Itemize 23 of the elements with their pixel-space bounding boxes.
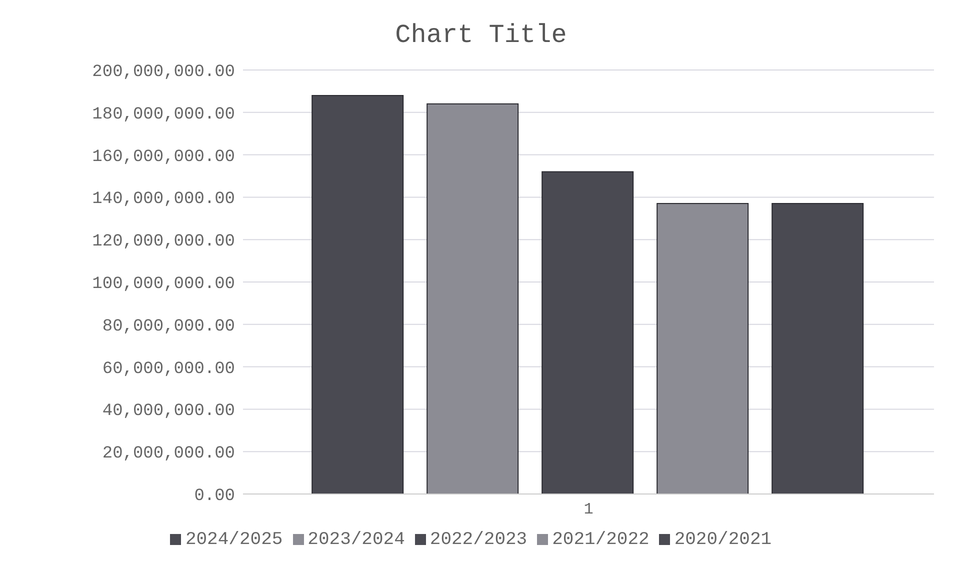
bar xyxy=(772,203,864,494)
bar xyxy=(656,203,749,494)
legend-label: 2021/2022 xyxy=(552,530,650,550)
legend-label: 2022/2023 xyxy=(430,530,528,550)
legend-label: 2023/2024 xyxy=(308,530,405,550)
bar xyxy=(312,94,404,494)
legend-label: 2020/2021 xyxy=(674,530,772,550)
y-tick-label: 80,000,000.00 xyxy=(102,317,235,336)
legend-label: 2024/2025 xyxy=(185,530,283,550)
y-tick-label: 20,000,000.00 xyxy=(102,444,235,464)
y-tick-label: 180,000,000.00 xyxy=(92,105,235,124)
chart-title: Chart Title xyxy=(394,19,568,52)
bar xyxy=(426,103,519,494)
y-tick-label: 200,000,000.00 xyxy=(92,63,235,82)
y-tick-label: 160,000,000.00 xyxy=(92,148,235,167)
x-tick-label: 1 xyxy=(584,500,594,518)
y-tick-label: 100,000,000.00 xyxy=(92,275,235,294)
bar xyxy=(542,171,634,494)
y-tick-label: 140,000,000.00 xyxy=(92,190,235,210)
y-tick-label: 0.00 xyxy=(194,487,235,506)
y-tick-label: 40,000,000.00 xyxy=(102,402,235,422)
y-tick-label: 60,000,000.00 xyxy=(102,360,235,379)
y-tick-label: 120,000,000.00 xyxy=(92,232,235,252)
